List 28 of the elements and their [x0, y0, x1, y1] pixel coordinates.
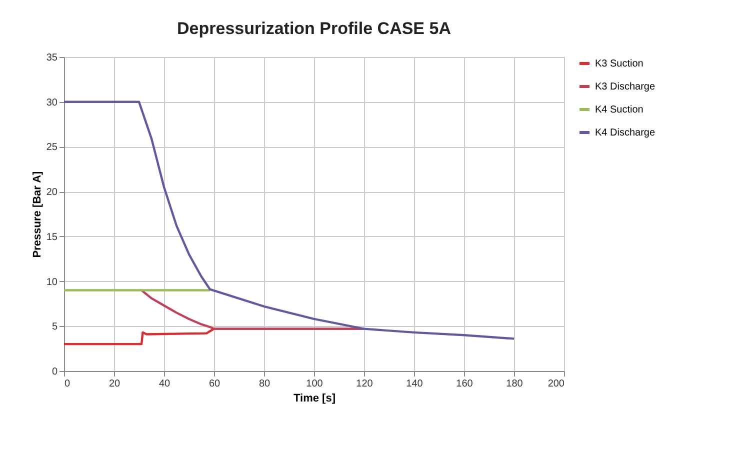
x-tick-label: 80: [258, 378, 270, 390]
chart-title: Depressurization Profile CASE 5A: [177, 19, 451, 38]
line-series: [140, 289, 366, 330]
x-tick-label: 140: [406, 378, 424, 390]
legend-label: K4 Discharge: [595, 128, 656, 138]
x-tick-label: 0: [64, 378, 70, 390]
x-tick-label: 180: [506, 378, 524, 390]
y-tick-label: 25: [46, 142, 58, 154]
x-axis-title: Time [s]: [294, 392, 336, 404]
y-tick-label: 5: [52, 322, 58, 333]
x-tick-label: 100: [306, 378, 324, 390]
legend-label: K3 Suction: [595, 58, 644, 70]
y-tick-label: 10: [46, 276, 58, 288]
x-tick-label: 20: [108, 378, 120, 390]
y-tick-label: 15: [46, 232, 58, 243]
line-series: [62, 100, 516, 340]
legend-label: K4 Suction: [595, 104, 644, 116]
y-tick-label: 30: [46, 97, 58, 108]
x-tick-label: 120: [356, 378, 374, 390]
x-tick-label: 200: [548, 378, 565, 390]
x-tick-label: 160: [456, 378, 474, 390]
x-tick-label: 60: [208, 378, 220, 390]
legend-label: K3 Discharge: [595, 82, 656, 92]
y-tick-label: 35: [46, 52, 58, 64]
y-tick-label: 20: [46, 187, 58, 198]
y-axis-title: Pressure [Bar A]: [31, 170, 44, 258]
y-tick-label: 0: [52, 366, 58, 378]
x-tick-label: 40: [158, 378, 170, 390]
